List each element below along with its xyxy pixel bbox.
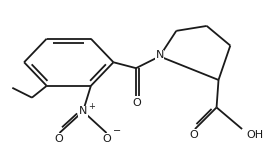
Text: N: N [79, 106, 87, 116]
Text: N: N [155, 50, 164, 60]
Text: −: − [113, 126, 121, 136]
Text: +: + [88, 102, 95, 111]
Text: O: O [133, 98, 141, 108]
Text: OH: OH [246, 130, 263, 140]
Text: O: O [54, 134, 63, 144]
Text: O: O [190, 130, 198, 140]
Text: O: O [102, 134, 111, 144]
